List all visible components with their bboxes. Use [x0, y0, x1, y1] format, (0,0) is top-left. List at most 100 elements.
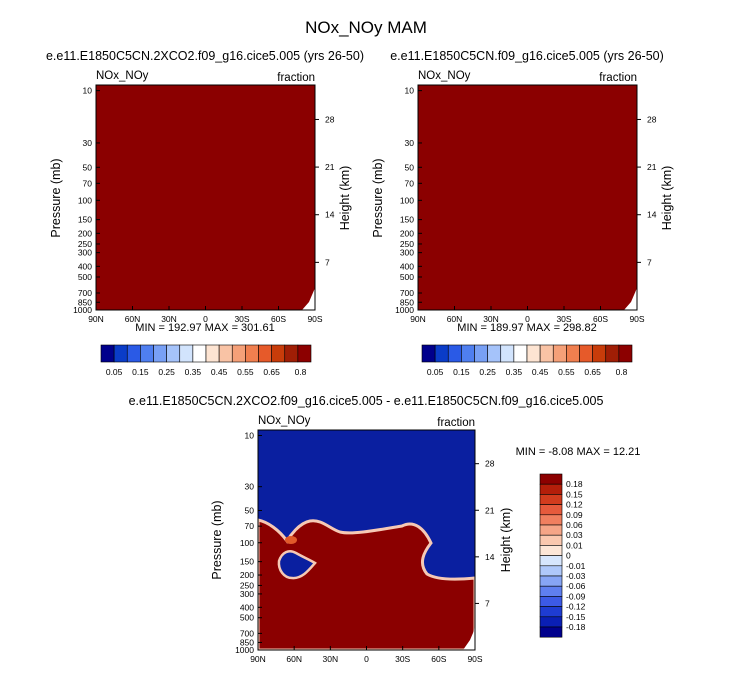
colorbar-label: 0.09	[566, 510, 583, 520]
colorbar-swatch	[447, 344, 462, 363]
panel-1-height-tick-label: 21	[325, 162, 335, 172]
panel-1-xtick-label: 0	[203, 314, 208, 324]
colorbar-label: 0.05	[427, 367, 444, 377]
colorbar-swatch	[539, 524, 563, 536]
colorbar-label: 0.25	[479, 367, 496, 377]
panel-3-case-title: e.e11.E1850C5CN.2XCO2.f09_g16.cice5.005 …	[129, 394, 604, 408]
panel-2-xtick-label: 60S	[593, 314, 608, 324]
panel-2-height-tick-label: 7	[647, 257, 652, 267]
colorbar-swatch	[539, 534, 563, 546]
panel-2-field	[418, 85, 637, 310]
colorbar-label: 0.35	[506, 367, 523, 377]
figure-title: NOx_NOy MAM	[305, 18, 427, 37]
panel-1-ytick-label: 700	[78, 288, 92, 298]
panel-3-xtick-label: 30N	[323, 654, 339, 664]
panel-2-ytick-label: 1000	[395, 305, 414, 315]
colorbar-swatch	[539, 514, 563, 526]
colorbar-label: -0.01	[566, 561, 586, 571]
colorbar-label: 0.18	[566, 479, 583, 489]
colorbar-swatch	[539, 626, 563, 638]
colorbar-swatch	[539, 344, 554, 363]
colorbar-swatch	[461, 344, 475, 363]
panel-2-ytick-label: 10	[405, 86, 415, 96]
panel-1-minmax: MIN = 192.97 MAX = 301.61	[135, 322, 274, 334]
colorbar-label: 0.15	[132, 367, 149, 377]
panel-3-height-tick-label: 7	[485, 598, 490, 608]
panel-1-ytick-label: 400	[78, 261, 92, 271]
panel-3-height-ticks: 28 21 14 7	[475, 459, 495, 608]
colorbar-swatch	[231, 344, 246, 363]
panel-3-ytick-label: 850	[240, 637, 254, 647]
colorbar-swatch	[179, 344, 194, 363]
panel-3-colorbar: 0.180.150.120.090.060.030.010-0.01-0.03-…	[539, 473, 586, 638]
panel-2-xtick-label: 30N	[483, 314, 499, 324]
colorbar-swatch	[539, 596, 563, 607]
colorbar-swatch	[539, 565, 563, 577]
panel-1-height-tick-label: 7	[325, 257, 330, 267]
panel-2-xtick-label: 0	[525, 314, 530, 324]
panel-3-xtick-label: 60N	[286, 654, 302, 664]
panel-3-ytick-label: 250	[240, 580, 254, 590]
panel-1-ylabel-right: Height (km)	[338, 166, 352, 231]
panel-2-ytick-label: 200	[400, 228, 414, 238]
colorbar-label: 0.55	[237, 367, 254, 377]
colorbar-swatch	[434, 344, 449, 363]
colorbar-swatch	[140, 344, 154, 363]
panel-2-xtick-label: 30S	[556, 314, 571, 324]
panel-1-xtick-label: 60S	[271, 314, 286, 324]
panel-3-xtick-label: 60S	[431, 654, 446, 664]
panel-2-xtick-label: 90S	[629, 314, 644, 324]
colorbar-label: 0.35	[185, 367, 202, 377]
colorbar-label: 0.03	[566, 530, 583, 540]
panel-3-height-tick-label: 14	[485, 552, 495, 562]
colorbar-swatch	[539, 494, 563, 505]
panel-2-ytick-label: 30	[405, 138, 415, 148]
colorbar-swatch	[513, 344, 528, 363]
colorbar-swatch	[474, 344, 488, 363]
panel-1-ytick-label: 30	[83, 138, 93, 148]
panel-1-ytick-label: 500	[78, 272, 92, 282]
panel-3-field	[258, 430, 475, 650]
panel-3-xtick-label: 30S	[395, 654, 410, 664]
panel-3-ytick-label: 50	[245, 505, 255, 515]
panel-1-missing-corner	[302, 288, 315, 310]
panel-3-ytick-label: 150	[240, 557, 254, 567]
colorbar-swatch	[297, 344, 312, 363]
colorbar-label: 0.45	[211, 367, 228, 377]
panel-1-height-ticks: 28 21 14 7	[315, 114, 335, 267]
panel-2-x-ticks: 90N 60N 30N 0 30S 60S 90S	[410, 306, 645, 324]
colorbar-label: 0.06	[566, 520, 583, 530]
panel-3-minmax: MIN = -8.08 MAX = 12.21	[516, 446, 641, 458]
colorbar-swatch	[566, 344, 580, 363]
panel-3-ytick-label: 400	[240, 602, 254, 612]
panel-1-xtick-label: 90S	[307, 314, 322, 324]
panel-2-units-label: fraction	[599, 72, 637, 84]
panel-1-units-label: fraction	[277, 72, 315, 84]
panel-1-ytick-label: 1000	[73, 305, 92, 315]
colorbar-label: 0.55	[558, 367, 575, 377]
colorbar-label: 0.25	[158, 367, 175, 377]
colorbar-swatch	[579, 344, 593, 363]
panel-2-ytick-label: 400	[400, 261, 414, 271]
colorbar-label: 0.8	[616, 367, 628, 377]
colorbar-label: -0.12	[566, 602, 586, 612]
colorbar-label: 0.05	[106, 367, 123, 377]
panel-1-field	[96, 85, 315, 310]
colorbar-swatch	[192, 344, 207, 363]
colorbar-swatch	[605, 344, 620, 363]
panel-3-ytick-label: 700	[240, 628, 254, 638]
panel-3-height-tick-label: 28	[485, 459, 495, 469]
panel-1-ytick-label: 850	[78, 297, 92, 307]
colorbar-swatch	[258, 344, 272, 363]
colorbar-swatch	[539, 616, 563, 628]
panel-2-missing-corner	[624, 288, 637, 310]
colorbar-swatch	[592, 344, 607, 363]
colorbar-label: 0.15	[453, 367, 470, 377]
colorbar-label: -0.15	[566, 612, 586, 622]
panel-1-ytick-label: 150	[78, 215, 92, 225]
panel-1-ytick-label: 10	[83, 86, 93, 96]
panel-1-ytick-label: 250	[78, 239, 92, 249]
colorbar-label: 0.12	[566, 500, 583, 510]
panel-1-xtick-label: 30N	[161, 314, 177, 324]
